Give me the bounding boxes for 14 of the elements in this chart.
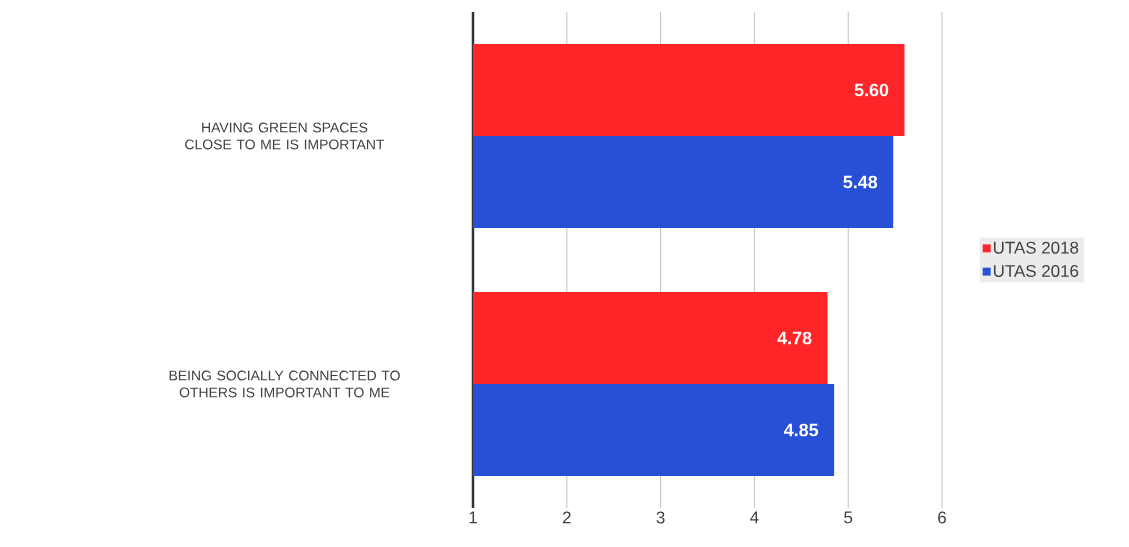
y-tick-label: BEING SOCIALLY CONNECTED TO OTHERS IS IMPORTANT TO ME xyxy=(169,370,400,398)
x-tick-label: 5 xyxy=(844,511,853,524)
x-tick-label: 3 xyxy=(656,511,665,524)
y-tick-label: HAVING GREEN SPACES CLOSE TO ME IS IMPORTANT xyxy=(185,122,385,150)
legend-label: UTAS 2018 xyxy=(993,241,1079,254)
data-label: 4.85 xyxy=(783,423,819,437)
data-label: 5.60 xyxy=(854,83,889,97)
x-tick-label: 1 xyxy=(469,511,477,524)
data-label: 5.48 xyxy=(843,175,878,189)
x-tick-label: 2 xyxy=(562,511,571,524)
x-tick-label: 4 xyxy=(750,511,759,524)
legend-label: UTAS 2016 xyxy=(993,264,1079,277)
data-label: 4.78 xyxy=(777,331,812,345)
x-tick-label: 6 xyxy=(938,511,946,524)
